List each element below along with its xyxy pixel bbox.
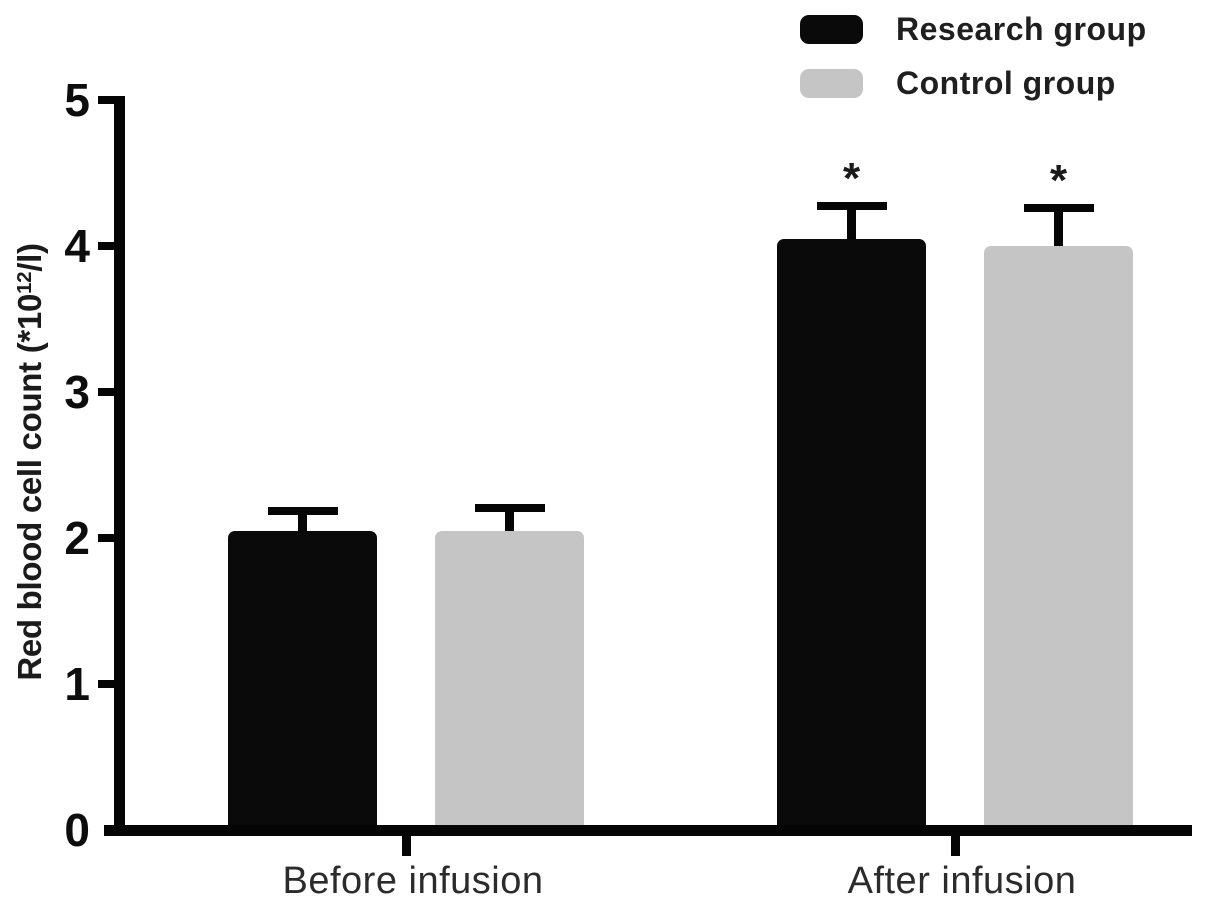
error-bar-cap-control-group-before-infusion	[474, 504, 545, 512]
y-axis-title-text: Red blood cell count (*10	[11, 293, 48, 681]
y-axis-line	[114, 96, 125, 836]
significance-marker-control-group-after-infusion: *	[1049, 156, 1068, 205]
bar-research-group-after-infusion	[777, 239, 926, 829]
y-tick-label-0: 0	[64, 804, 90, 856]
y-tick-4	[98, 242, 114, 250]
y-tick-label-3: 3	[64, 366, 90, 418]
legend-label-research-group: Research group	[896, 11, 1147, 47]
bar-research-group-before-infusion	[228, 531, 377, 829]
legend-item-research-group: Research group	[800, 11, 1147, 48]
legend-item-control-group: Control group	[800, 65, 1147, 102]
error-bar-stem-control-group-before-infusion	[505, 504, 514, 531]
error-bar-cap-research-group-before-infusion	[267, 507, 338, 515]
legend-label-control-group: Control group	[896, 65, 1116, 101]
x-tick-after-infusion	[950, 836, 960, 856]
x-category-label-before-infusion: Before infusion	[282, 860, 544, 902]
y-tick-2	[98, 534, 114, 542]
y-tick-label-1: 1	[64, 658, 90, 710]
error-bar-stem-research-group-after-infusion	[847, 202, 856, 239]
error-bar-cap-control-group-after-infusion	[1023, 204, 1094, 212]
error-bar-cap-research-group-after-infusion	[816, 202, 887, 210]
legend-swatch-research-group	[800, 15, 863, 44]
y-tick-label-5: 5	[64, 74, 90, 126]
legend-swatch-control-group	[800, 69, 863, 98]
y-tick-1	[98, 680, 114, 688]
legend: Research group Control group	[800, 11, 1147, 102]
y-tick-3	[98, 388, 114, 396]
y-tick-5	[98, 96, 114, 104]
bar-control-group-after-infusion	[984, 246, 1133, 829]
error-bar-stem-research-group-before-infusion	[298, 507, 307, 531]
error-bar-stem-control-group-after-infusion	[1054, 204, 1063, 246]
bar-control-group-before-infusion	[435, 531, 584, 829]
x-tick-before-infusion	[401, 836, 411, 856]
x-axis-line	[104, 825, 1192, 836]
y-tick-label-4: 4	[64, 220, 90, 272]
x-category-label-after-infusion: After infusion	[847, 860, 1077, 902]
y-axis-title: Red blood cell count (*1012/l)	[11, 243, 49, 680]
significance-marker-research-group-after-infusion: *	[842, 154, 861, 203]
y-axis-title-superscript: 12	[13, 271, 36, 294]
y-tick-label-2: 2	[64, 512, 90, 564]
